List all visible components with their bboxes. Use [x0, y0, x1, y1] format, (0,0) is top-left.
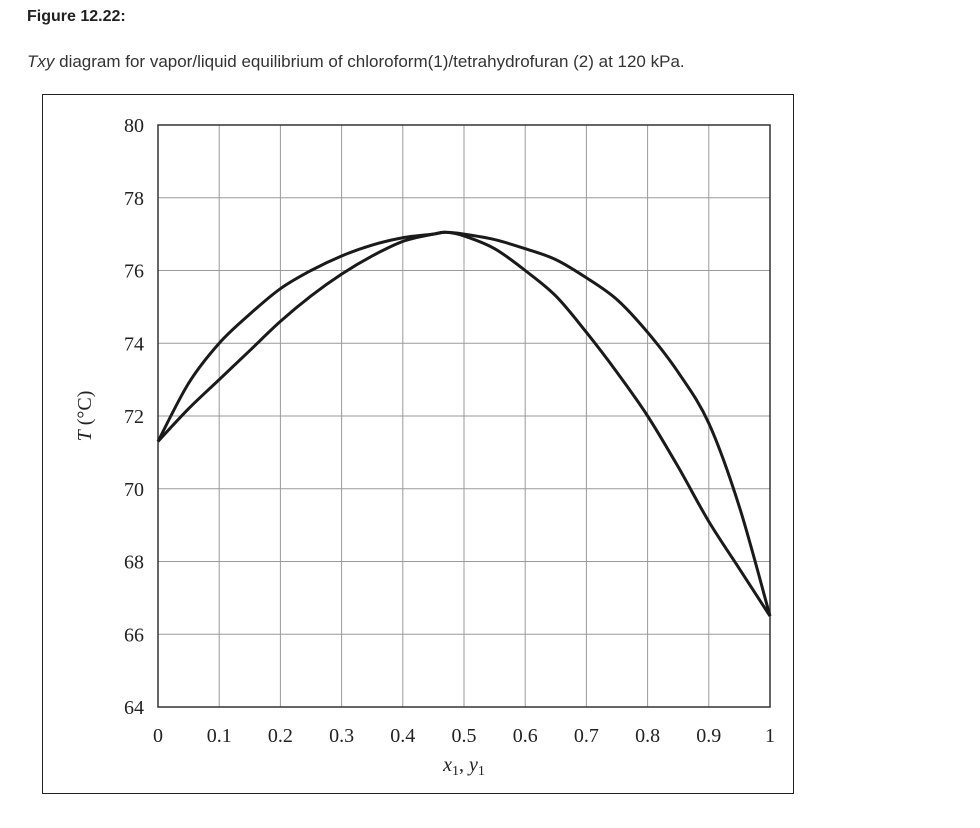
y-tick-label: 70	[124, 479, 144, 501]
caption-italic: Txy	[27, 52, 55, 71]
grid	[157, 124, 771, 708]
y-tick-label: 68	[124, 552, 144, 574]
x-axis-label-x: x	[442, 754, 452, 776]
y-tick-label: 72	[124, 406, 144, 428]
caption-text: diagram for vapor/liquid equilibrium of …	[54, 52, 685, 71]
x-tick-label: 0.5	[452, 725, 477, 747]
y-axis-label-t: T	[74, 428, 96, 441]
y-tick-label: 74	[124, 333, 144, 355]
x-tick-label: 0.7	[574, 725, 599, 747]
x-tick-label: 0.9	[696, 725, 721, 747]
x-tick-label: 0.3	[329, 725, 354, 747]
chart-frame: 0 0.1 0.2 0.3 0.4 0.5 0.6 0.7 0.8 0.9 1 64 66 68 70 72 7…	[42, 94, 794, 794]
x-tick-label: 0.6	[513, 725, 538, 747]
x-axis-label-y: y	[467, 754, 478, 776]
x-axis-label-x-sub: 1	[452, 764, 459, 779]
x-axis-label-comma: ,	[459, 754, 469, 776]
y-tick-label: 78	[124, 188, 144, 210]
x-tick-label: 0.1	[207, 725, 232, 747]
y-tick-label: 64	[124, 697, 144, 719]
series	[156, 230, 772, 617]
figure-label: Figure 12.22:	[27, 8, 126, 25]
y-tick-label: 80	[124, 115, 144, 137]
series-curve-2	[156, 230, 772, 617]
plot-border	[157, 124, 771, 708]
y-tick-label: 66	[124, 624, 144, 646]
y-tick-label: 76	[124, 261, 144, 283]
x-axis-label: x1, y1	[442, 754, 485, 779]
x-tick-label: 0	[153, 725, 163, 747]
txy-chart: 0 0.1 0.2 0.3 0.4 0.5 0.6 0.7 0.8 0.9 1 64 66 68 70 72 7…	[74, 115, 775, 779]
y-axis-label: T (°C)	[74, 391, 96, 442]
x-axis-label-y-sub: 1	[478, 764, 485, 779]
x-tick-label: 1	[765, 725, 775, 747]
x-tick-label: 0.2	[268, 725, 293, 747]
tick-labels: 0 0.1 0.2 0.3 0.4 0.5 0.6 0.7 0.8 0.9 1 64 66 68 70 72 7…	[124, 115, 775, 747]
x-tick-label: 0.8	[635, 725, 660, 747]
figure-caption: Txy diagram for vapor/liquid equilibrium…	[27, 52, 685, 72]
x-tick-label: 0.4	[390, 725, 415, 747]
y-axis-label-unit: (°C)	[74, 391, 96, 431]
